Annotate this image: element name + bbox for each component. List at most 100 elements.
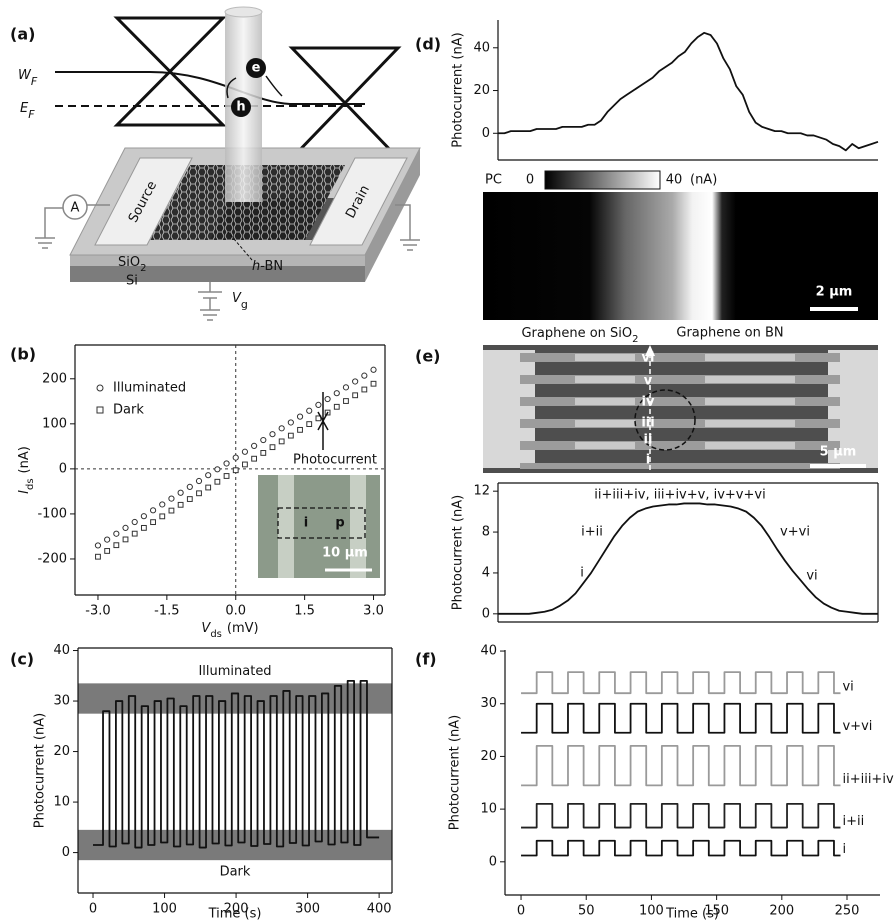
data-point xyxy=(104,536,111,543)
arrow xyxy=(317,419,329,450)
gate-label: Vg xyxy=(232,291,248,311)
band xyxy=(78,829,392,861)
band-label: Illuminated xyxy=(198,664,271,679)
annotation: vi xyxy=(806,569,817,584)
gate-main: V xyxy=(232,291,242,306)
panel-label: (d) xyxy=(415,35,441,54)
x-tick-label: 250 xyxy=(835,904,860,919)
data-point xyxy=(150,519,156,526)
data-point xyxy=(140,524,147,531)
left-sub: 2 xyxy=(632,334,638,345)
oxide-layer xyxy=(70,255,365,266)
panel-label: (a) xyxy=(10,25,35,44)
data-point xyxy=(104,548,111,554)
series-label: i xyxy=(842,842,846,857)
hbn-rest: -BN xyxy=(260,259,283,274)
data-point xyxy=(242,461,248,468)
data-point xyxy=(296,413,304,420)
data-point xyxy=(342,384,350,391)
image-d: PC 0 40 (nA) 2 μm xyxy=(483,170,878,320)
data-point xyxy=(260,450,267,456)
electron xyxy=(246,58,266,78)
data-point xyxy=(343,398,349,404)
photocurrent-map xyxy=(483,192,878,320)
arrow xyxy=(265,75,283,97)
data-point xyxy=(269,444,276,451)
gate-source xyxy=(198,282,222,321)
y-tick-label: 30 xyxy=(53,694,70,709)
ef-label: EF xyxy=(20,101,35,121)
data-point xyxy=(177,489,184,496)
series-label: ii+iii+iv xyxy=(842,772,893,787)
data-point xyxy=(278,425,285,432)
x-tick-label: 200 xyxy=(769,904,794,919)
data-point xyxy=(324,395,331,403)
right-region-label: Graphene on BN xyxy=(676,326,783,341)
data-point xyxy=(113,542,120,549)
colorbar-unit: (nA) xyxy=(690,173,717,188)
panel-label: (e) xyxy=(415,347,440,366)
y-axis-label: Ids (nA) xyxy=(17,446,36,494)
channel-label: iv xyxy=(642,395,655,410)
data-point xyxy=(297,426,303,433)
ammeter-label: A xyxy=(71,201,80,216)
annotation: Photocurrent xyxy=(293,453,377,468)
data-point xyxy=(370,366,377,373)
data-point xyxy=(122,524,129,531)
y-tick-label: 12 xyxy=(473,484,490,499)
data-point xyxy=(315,401,322,409)
channel-label: vi xyxy=(642,351,655,366)
data-point xyxy=(352,392,359,399)
oxide-main: SiO xyxy=(118,255,140,270)
x-tick-label: 50 xyxy=(578,904,595,919)
y-tick-label: 40 xyxy=(480,644,497,659)
data-point xyxy=(232,454,239,461)
data-point xyxy=(122,536,129,543)
y-axis-label-part: ds xyxy=(25,478,36,490)
data-point xyxy=(241,448,249,455)
data-point xyxy=(177,501,184,508)
data-point xyxy=(333,403,340,410)
data-point xyxy=(260,436,267,444)
data-point xyxy=(94,542,102,549)
band-label: Dark xyxy=(220,865,251,880)
series-label: vi xyxy=(842,680,853,695)
y-tick-label: 20 xyxy=(480,749,497,764)
data-point xyxy=(205,484,212,491)
y-axis-label: Photocurrent (nA) xyxy=(451,495,466,610)
data-point xyxy=(232,467,239,474)
legend-label: Illuminated xyxy=(113,381,186,396)
data-line xyxy=(498,502,878,615)
data-point xyxy=(168,507,175,514)
data-point xyxy=(186,483,193,490)
gate-sub: g xyxy=(241,298,248,311)
data-point xyxy=(287,419,294,426)
data-line xyxy=(498,31,879,152)
wf-main: W xyxy=(18,68,32,83)
device-image xyxy=(483,345,878,473)
data-point xyxy=(352,378,359,385)
left-main: Graphene on SiO xyxy=(521,326,632,341)
data-line xyxy=(521,744,841,787)
inset-label: p xyxy=(335,516,344,531)
fingers xyxy=(520,353,840,469)
y-tick-label: 20 xyxy=(473,83,490,98)
wf-sub: F xyxy=(31,75,38,88)
y-tick-label: 0 xyxy=(62,845,70,860)
data-line xyxy=(521,802,841,829)
data-point xyxy=(278,438,285,445)
band xyxy=(78,683,392,714)
data-point xyxy=(168,495,175,502)
highlight-circle xyxy=(634,389,696,451)
colorbar-max: 40 xyxy=(666,173,683,188)
x-tick-label: 300 xyxy=(295,902,320,917)
y-tick-label: 10 xyxy=(480,802,497,817)
data-point xyxy=(196,490,202,497)
data-point xyxy=(287,432,294,439)
hole xyxy=(231,97,251,117)
x-tick-label: 0.0 xyxy=(225,604,246,619)
x-tick-label: -1.5 xyxy=(154,604,179,619)
annotation: i xyxy=(580,566,584,581)
data-point xyxy=(214,466,221,473)
